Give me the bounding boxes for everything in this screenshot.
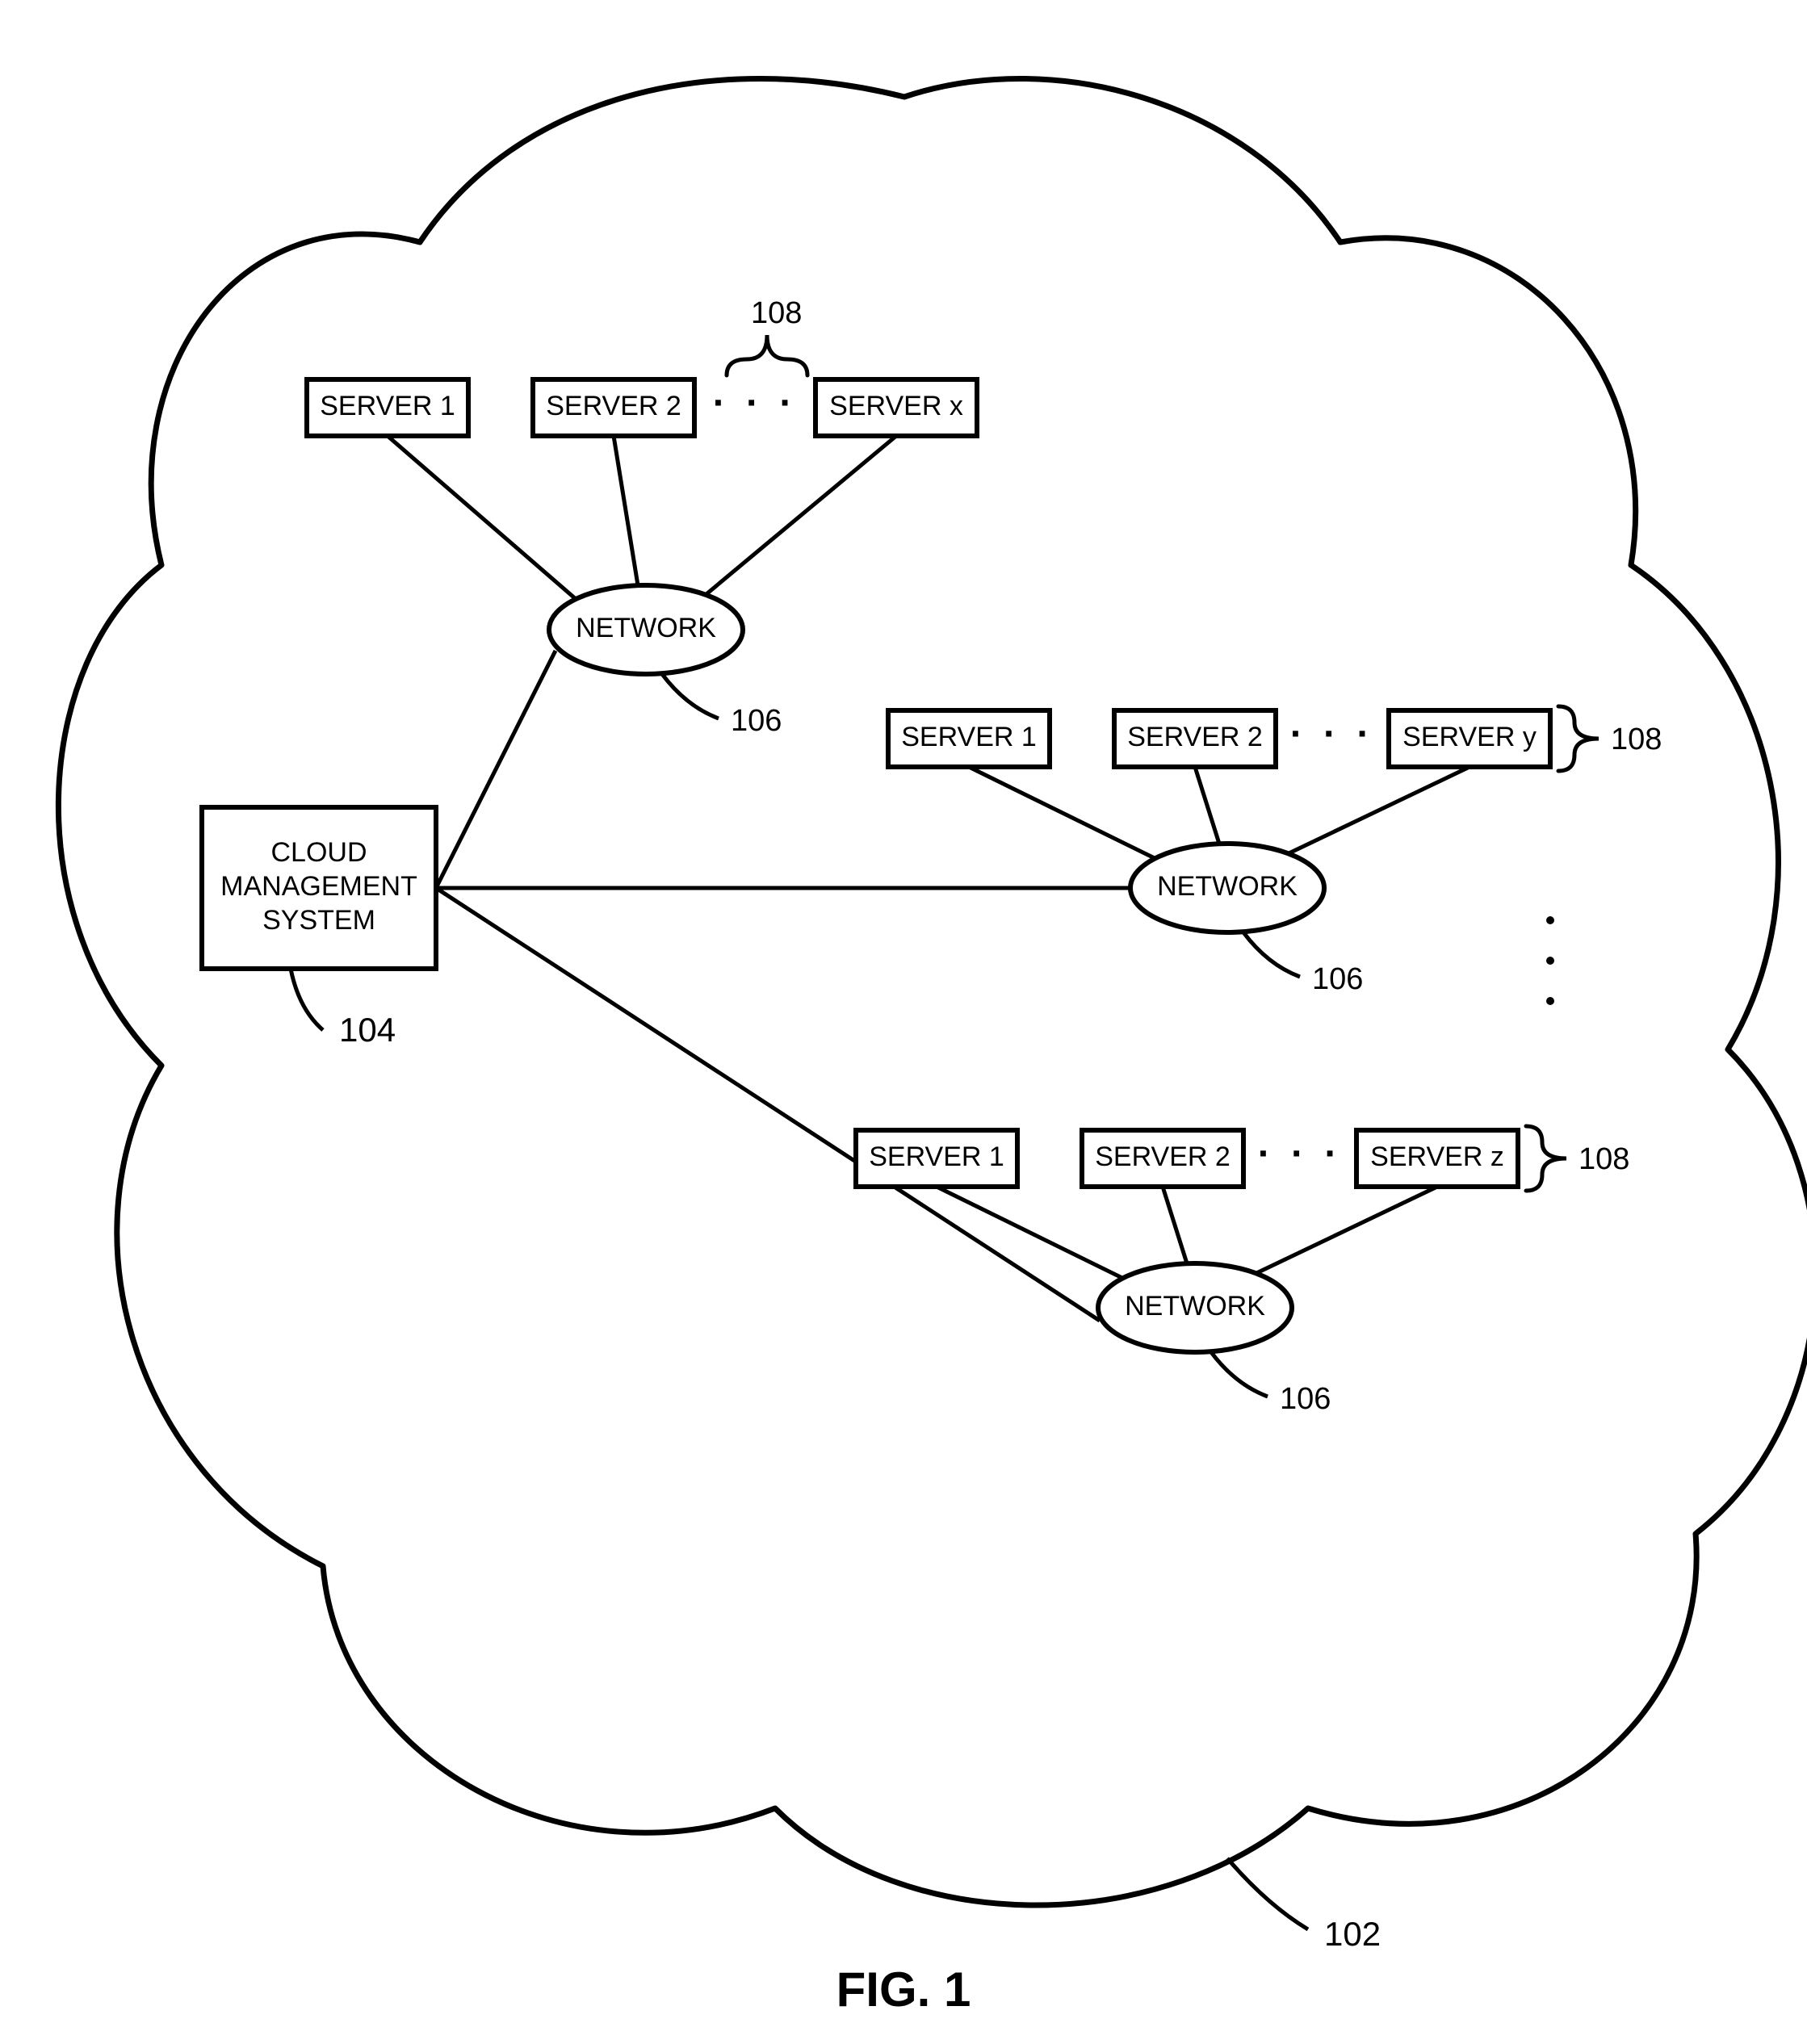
server-label: SERVER 2 xyxy=(1095,1141,1231,1172)
leader-line xyxy=(1227,1858,1308,1929)
ref-108: 108 xyxy=(1611,723,1662,756)
link-server-network xyxy=(702,436,896,597)
vdots-icon xyxy=(1546,916,1554,924)
leader-line xyxy=(1211,1352,1268,1397)
server-label: SERVER 2 xyxy=(546,391,681,421)
vdots-icon xyxy=(1546,957,1554,965)
cloud-outline xyxy=(58,79,1807,1906)
figure-caption: FIG. 1 xyxy=(836,1962,971,2017)
network-label: NETWORK xyxy=(576,613,716,643)
link-cms-network xyxy=(436,888,1100,1321)
link-server-network xyxy=(614,436,638,585)
vdots-icon xyxy=(1546,997,1554,1005)
cloud-architecture-diagram: 102 CLOUDMANAGEMENTSYSTEM 104 NETWORK SERVER… xyxy=(0,0,1807,2044)
ellipsis-icon: · · · xyxy=(1290,713,1375,756)
network-label: NETWORK xyxy=(1125,1291,1265,1321)
link-server-network xyxy=(388,436,581,604)
ref-106: 106 xyxy=(731,704,782,738)
leader-line xyxy=(662,674,719,718)
link-cms-network xyxy=(436,651,556,888)
leader-line xyxy=(1243,932,1300,977)
server-label: SERVER 2 xyxy=(1127,722,1263,752)
server-label: SERVER x xyxy=(829,391,963,421)
ellipsis-icon: · · · xyxy=(1258,1133,1343,1175)
ref-108: 108 xyxy=(1579,1142,1629,1176)
brace-top xyxy=(727,335,807,375)
ref-106: 106 xyxy=(1312,962,1363,996)
ellipsis-icon: · · · xyxy=(713,382,798,425)
link-server-network xyxy=(1163,1187,1187,1263)
link-server-network xyxy=(1251,1187,1437,1275)
ref-108: 108 xyxy=(751,296,802,330)
network-label: NETWORK xyxy=(1157,871,1298,902)
server-label: SERVER 1 xyxy=(901,722,1037,752)
brace-right xyxy=(1526,1126,1566,1191)
server-label: SERVER z xyxy=(1370,1141,1504,1172)
cms-label-line: CLOUD xyxy=(270,837,367,868)
server-label: SERVER 1 xyxy=(320,391,455,421)
link-server-network xyxy=(1284,767,1469,856)
link-server-network xyxy=(1195,767,1219,844)
cms-label-line: SYSTEM xyxy=(262,905,375,936)
server-label: SERVER 1 xyxy=(869,1141,1004,1172)
server-label: SERVER y xyxy=(1402,722,1537,752)
link-server-network xyxy=(969,767,1163,862)
ref-102: 102 xyxy=(1324,1915,1381,1953)
ref-104: 104 xyxy=(339,1011,396,1049)
brace-right xyxy=(1558,706,1599,771)
leader-line xyxy=(291,969,323,1030)
cms-label-line: MANAGEMENT xyxy=(220,871,417,902)
ref-106: 106 xyxy=(1280,1382,1331,1416)
